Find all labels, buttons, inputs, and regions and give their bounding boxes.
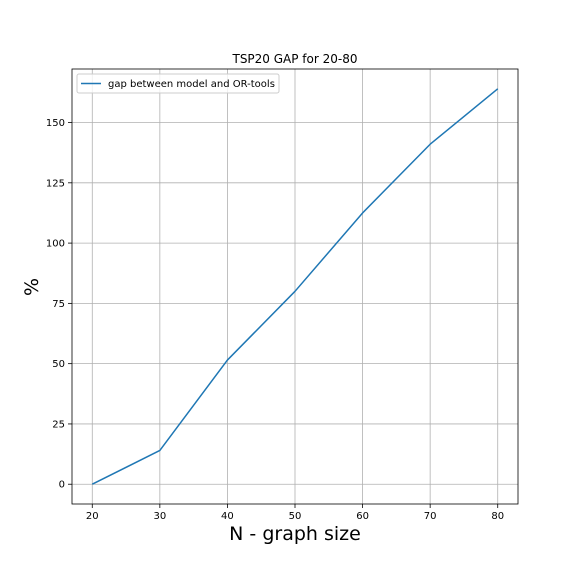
y-tick-label: 25 xyxy=(52,419,65,430)
legend-box xyxy=(76,73,280,94)
x-tick-label: 80 xyxy=(491,511,504,522)
x-tick-label: 50 xyxy=(289,511,302,522)
y-tick-label: 100 xyxy=(46,239,65,250)
x-axis-label: N - graph size xyxy=(229,523,361,545)
data-series xyxy=(91,88,499,485)
legend-label: gap between model and OR-tools xyxy=(108,79,275,90)
y-axis: 0 25 50 75 100 125 150 xyxy=(46,118,72,491)
y-tick-label: 150 xyxy=(46,118,65,129)
y-tick-label: 50 xyxy=(52,359,65,370)
y-tick-label: 125 xyxy=(46,178,65,189)
x-tick-label: 70 xyxy=(424,511,437,522)
x-tick-label: 60 xyxy=(356,511,369,522)
x-axis: 20 30 40 50 60 70 80 xyxy=(86,504,504,522)
y-tick-label: 75 xyxy=(52,299,65,310)
x-tick-label: 20 xyxy=(86,511,99,522)
legend: gap between model and OR-tools xyxy=(76,73,280,94)
x-tick-label: 30 xyxy=(153,511,166,522)
series-line xyxy=(91,88,499,485)
y-tick-label: 0 xyxy=(59,480,65,491)
x-tick-label: 40 xyxy=(221,511,234,522)
chart-title: TSP20 GAP for 20-80 xyxy=(231,52,357,66)
y-axis-label: % xyxy=(21,278,43,296)
grid-lines xyxy=(72,69,518,504)
